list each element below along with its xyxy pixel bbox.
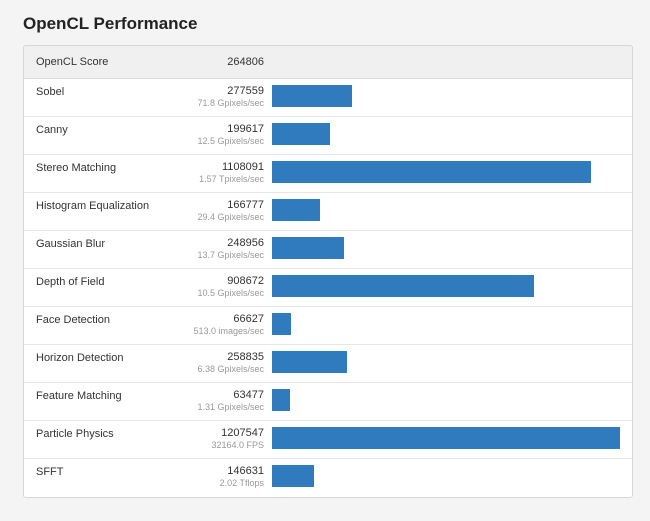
benchmark-row: Gaussian Blur 248956 13.7 Gpixels/sec <box>24 231 632 269</box>
benchmark-row: Stereo Matching 1108091 1.57 Tpixels/sec <box>24 155 632 193</box>
results-table: OpenCL Score 264806 Sobel 277559 71.8 Gpix… <box>23 45 633 498</box>
benchmark-list: Sobel 277559 71.8 Gpixels/sec Canny 199617 12… <box>24 79 632 496</box>
benchmark-rate: 10.5 Gpixels/sec <box>197 288 264 298</box>
benchmark-rate: 513.0 images/sec <box>193 326 264 336</box>
benchmark-rate: 32164.0 FPS <box>211 440 264 450</box>
benchmark-bar <box>272 275 534 297</box>
benchmark-name: Depth of Field <box>36 276 105 288</box>
benchmark-score: 66627 <box>233 313 264 325</box>
benchmark-row: Sobel 277559 71.8 Gpixels/sec <box>24 79 632 117</box>
benchmark-row: Horizon Detection 258835 6.38 Gpixels/sec <box>24 345 632 383</box>
summary-score: 264806 <box>227 56 264 68</box>
benchmark-name: Gaussian Blur <box>36 238 106 250</box>
benchmark-rate: 2.02 Tflops <box>219 478 264 488</box>
benchmark-rate: 29.4 Gpixels/sec <box>197 212 264 222</box>
benchmark-score: 146631 <box>227 465 264 477</box>
benchmark-name: Feature Matching <box>36 390 122 402</box>
benchmark-rate: 6.38 Gpixels/sec <box>197 364 264 374</box>
benchmark-name: Particle Physics <box>36 428 114 440</box>
benchmark-score: 248956 <box>227 237 264 249</box>
benchmark-rate: 1.57 Tpixels/sec <box>199 174 264 184</box>
benchmark-row: Particle Physics 1207547 32164.0 FPS <box>24 421 632 459</box>
benchmark-score: 1108091 <box>221 161 264 173</box>
benchmark-row: Canny 199617 12.5 Gpixels/sec <box>24 117 632 155</box>
benchmark-rate: 13.7 Gpixels/sec <box>197 250 264 260</box>
benchmark-name: SFFT <box>36 466 64 478</box>
benchmark-score: 63477 <box>233 389 264 401</box>
benchmark-row: Depth of Field 908672 10.5 Gpixels/sec <box>24 269 632 307</box>
benchmark-score: 1207547 <box>221 427 264 439</box>
summary-label: OpenCL Score <box>36 56 109 68</box>
benchmark-score: 199617 <box>227 123 264 135</box>
benchmark-bar <box>272 85 352 107</box>
benchmark-row: SFFT 146631 2.02 Tflops <box>24 459 632 496</box>
benchmark-name: Sobel <box>36 86 65 98</box>
benchmark-rate: 12.5 Gpixels/sec <box>197 136 264 146</box>
benchmark-bar <box>272 427 620 449</box>
benchmark-name: Stereo Matching <box>36 162 117 174</box>
benchmark-name: Histogram Equalization <box>36 200 150 212</box>
summary-row: OpenCL Score 264806 <box>24 46 632 79</box>
benchmark-name: Horizon Detection <box>36 352 124 364</box>
benchmark-bar <box>272 199 320 221</box>
benchmark-bar <box>272 237 344 259</box>
benchmark-bar <box>272 313 291 335</box>
benchmark-bar <box>272 351 347 373</box>
benchmark-row: Feature Matching 63477 1.31 Gpixels/sec <box>24 383 632 421</box>
benchmark-score: 908672 <box>227 275 264 287</box>
benchmark-rate: 71.8 Gpixels/sec <box>197 98 264 108</box>
benchmark-score: 166777 <box>227 199 264 211</box>
benchmark-score: 277559 <box>227 85 264 97</box>
benchmark-bar <box>272 123 330 145</box>
benchmark-name: Canny <box>36 124 68 136</box>
page-title: OpenCL Performance <box>23 14 198 33</box>
benchmark-bar <box>272 389 290 411</box>
benchmark-row: Face Detection 66627 513.0 images/sec <box>24 307 632 345</box>
benchmark-score: 258835 <box>227 351 264 363</box>
benchmark-rate: 1.31 Gpixels/sec <box>197 402 264 412</box>
benchmark-name: Face Detection <box>36 314 110 326</box>
benchmark-bar <box>272 161 591 183</box>
benchmark-bar <box>272 465 314 487</box>
benchmark-row: Histogram Equalization 166777 29.4 Gpixels… <box>24 193 632 231</box>
